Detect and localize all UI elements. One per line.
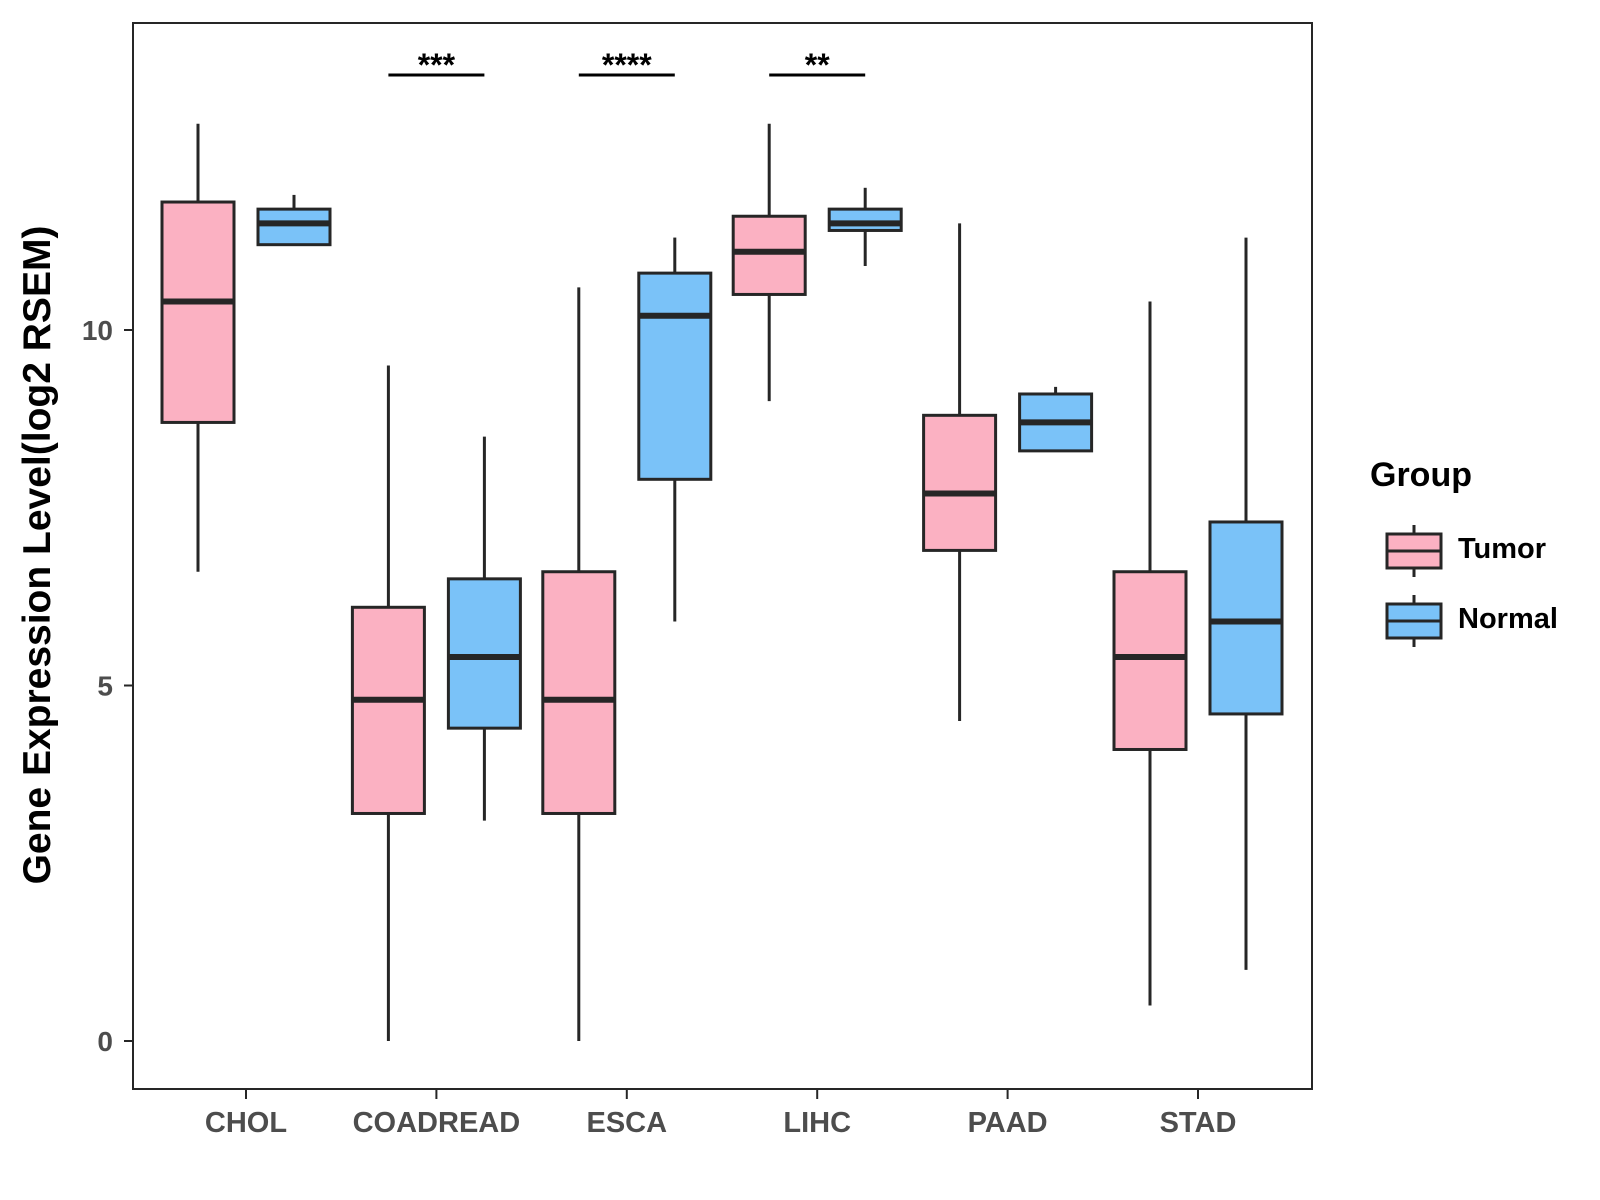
y-tick-label: 5 bbox=[97, 671, 113, 702]
x-tick-label: COADREAD bbox=[353, 1107, 521, 1139]
legend-title: Group bbox=[1370, 456, 1472, 494]
y-tick-label: 0 bbox=[97, 1026, 113, 1057]
significance-label: ** bbox=[805, 47, 830, 83]
box-normal bbox=[827, 207, 903, 232]
x-tick-label: CHOL bbox=[205, 1107, 287, 1139]
box-tumor bbox=[160, 200, 236, 424]
significance-label: *** bbox=[418, 47, 456, 83]
x-tick-label: PAAD bbox=[968, 1107, 1048, 1139]
y-axis-title: Gene Expression Level(log2 RSEM) bbox=[16, 226, 59, 885]
box-tumor bbox=[1112, 570, 1188, 751]
plot-panel-border bbox=[132, 22, 1313, 1090]
box-tumor bbox=[922, 413, 998, 552]
box-normal bbox=[446, 577, 522, 730]
x-tick-label: STAD bbox=[1160, 1107, 1237, 1139]
legend: Group Tumor Normal bbox=[1370, 456, 1558, 647]
box-normal bbox=[637, 271, 713, 481]
x-tick-label: LIHC bbox=[783, 1107, 851, 1139]
legend-label-normal: Normal bbox=[1458, 603, 1558, 635]
significance-label: **** bbox=[602, 47, 652, 83]
box-normal bbox=[1208, 520, 1284, 716]
y-tick-label: 10 bbox=[82, 315, 113, 346]
legend-label-tumor: Tumor bbox=[1458, 533, 1546, 565]
box-tumor bbox=[350, 605, 426, 815]
box-tumor bbox=[541, 570, 617, 815]
box-tumor bbox=[731, 214, 807, 296]
box-normal bbox=[256, 207, 332, 247]
x-tick-label: ESCA bbox=[587, 1107, 668, 1139]
